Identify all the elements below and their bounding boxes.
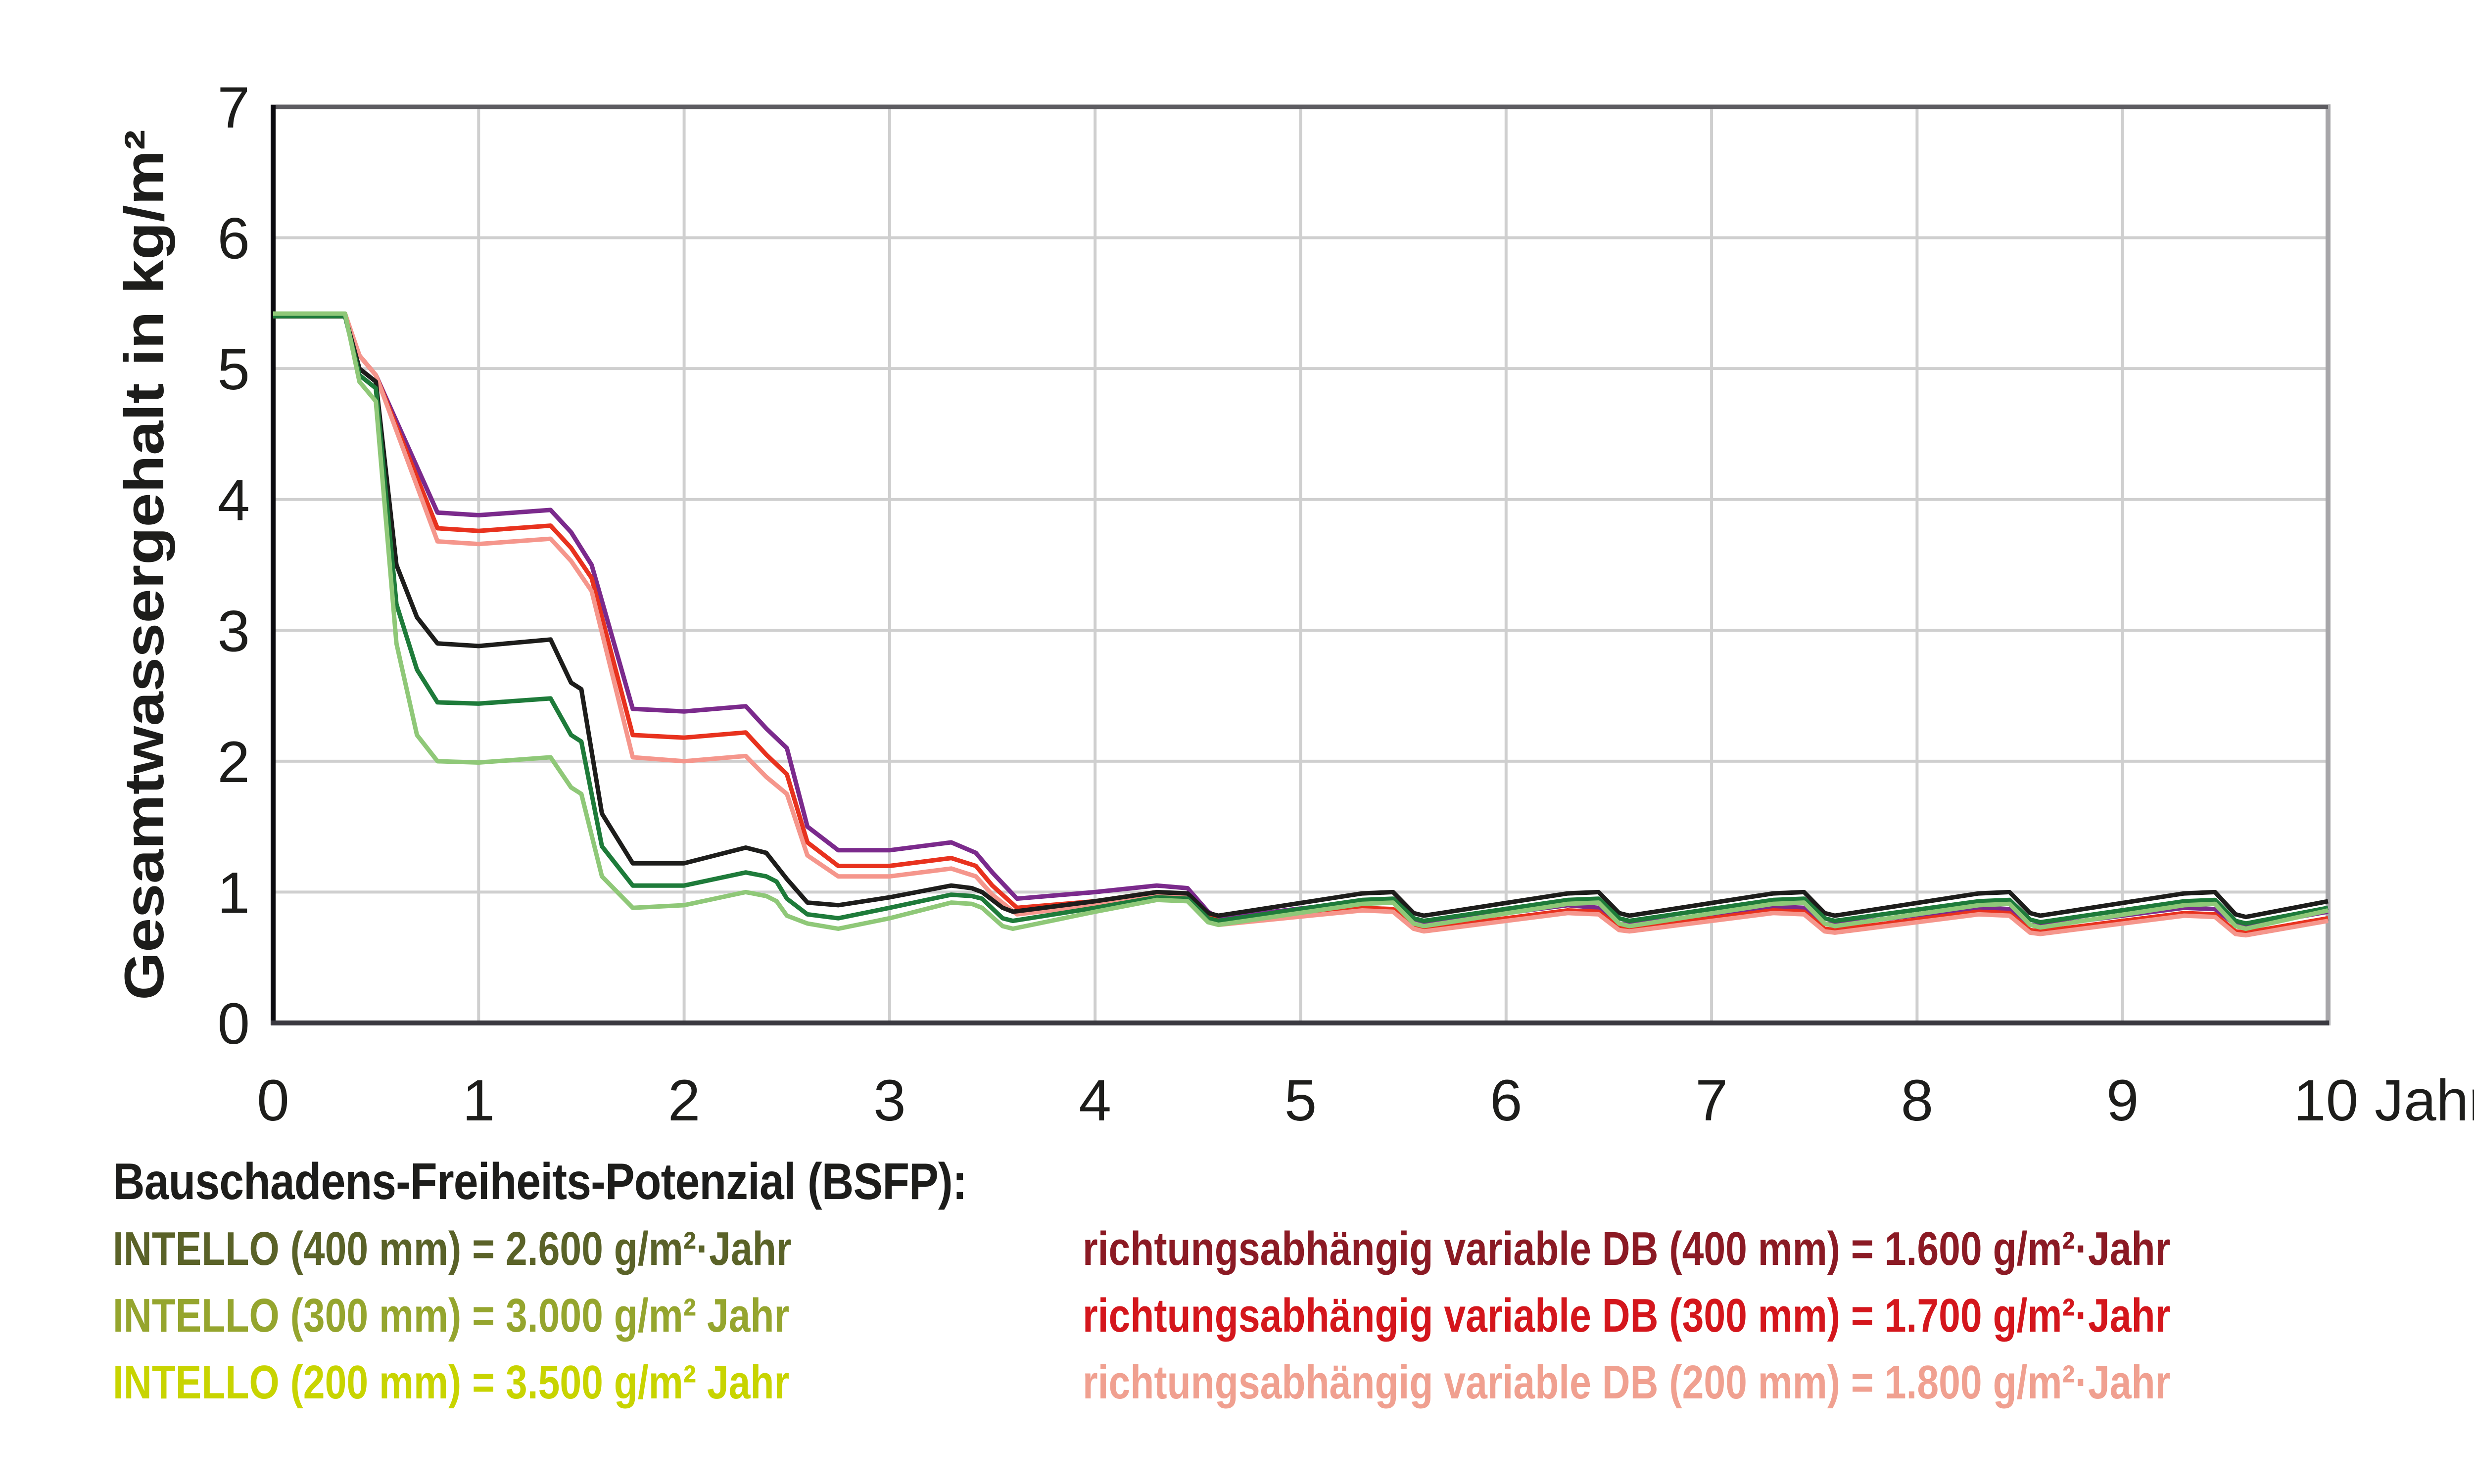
- y-tick-label: 3: [217, 599, 250, 664]
- x-tick-label: 5: [1285, 1068, 1317, 1133]
- series-lines: [273, 311, 2329, 938]
- y-tick-label: 1: [217, 860, 250, 926]
- legend-item-db: richtungsabhängig variable DB (400 mm) =…: [1083, 1222, 2171, 1275]
- y-tick-labels: 0 1 2 3 4 5 6 7: [217, 75, 250, 1057]
- x-tick-label: 9: [2106, 1068, 2139, 1133]
- y-tick-label: 6: [217, 206, 250, 272]
- x-tick-label: 8: [1901, 1068, 1934, 1133]
- y-tick-label: 4: [217, 468, 250, 533]
- x-tick-label: 7: [1695, 1068, 1728, 1133]
- series-line-5: [273, 311, 2329, 931]
- x-tick-labels: 0 1 2 3 4 5 6 7 8 9 10 Jahre: [257, 1068, 2474, 1133]
- x-tick-label: 4: [1079, 1068, 1111, 1133]
- legend-title: Bauschadens-Freiheits-Potenzial (BSFP):: [113, 1153, 967, 1210]
- series-line-0: [273, 314, 2329, 928]
- legend-item-intello: INTELLO (200 mm) = 3.500 g/m² Jahr: [113, 1356, 790, 1409]
- legend-item-db: richtungsabhängig variable DB (300 mm) =…: [1083, 1289, 2171, 1342]
- x-tick-label: 2: [668, 1068, 701, 1133]
- legend-item-db: richtungsabhängig variable DB (200 mm) =…: [1083, 1356, 2171, 1409]
- x-tick-label: 6: [1490, 1068, 1522, 1133]
- y-axis-title: Gesamtwassergehalt in kg/m²: [113, 130, 175, 1000]
- series-line-3: [273, 314, 2329, 920]
- legend: Bauschadens-Freiheits-Potenzial (BSFP): …: [113, 1153, 2170, 1409]
- x-tick-label: 10 Jahre: [2293, 1068, 2474, 1133]
- x-tick-label: 1: [462, 1068, 495, 1133]
- x-tick-label: 3: [873, 1068, 906, 1133]
- y-tick-label: 0: [217, 991, 250, 1057]
- y-tick-label: 7: [217, 75, 250, 140]
- series-line-4: [273, 314, 2329, 926]
- y-tick-label: 2: [217, 730, 250, 795]
- y-tick-label: 5: [217, 337, 250, 402]
- x-tick-label: 0: [257, 1068, 289, 1133]
- legend-item-intello: INTELLO (400 mm) = 2.600 g/m²·Jahr: [113, 1222, 792, 1275]
- legend-item-intello: INTELLO (300 mm) = 3.000 g/m² Jahr: [113, 1289, 790, 1342]
